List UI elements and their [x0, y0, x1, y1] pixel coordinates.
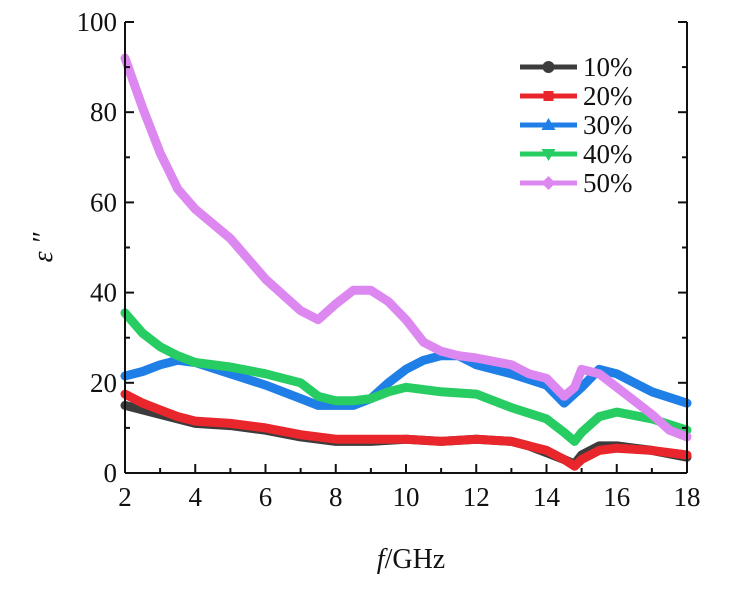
- legend: 10%20%30%40%50%: [520, 52, 633, 198]
- x-tick-label: 10: [393, 482, 420, 512]
- series-line-40pct: [120, 308, 692, 446]
- legend-label: 30%: [583, 110, 633, 140]
- y-tick-label: 100: [77, 7, 118, 37]
- series-line-50pct: [120, 53, 692, 442]
- legend-marker: [543, 91, 554, 101]
- x-axis-title-rest: /GHz: [385, 544, 446, 575]
- y-tick-label: 40: [90, 278, 117, 308]
- legend-item-10pct: 10%: [520, 52, 633, 82]
- legend-item-40pct: 40%: [520, 139, 633, 169]
- axes: 2 4 6 8 10 12 14 16 18 0 20 40 60 80 100: [77, 7, 701, 512]
- legend-item-50pct: 50%: [520, 168, 633, 198]
- legend-marker: [541, 176, 556, 190]
- legend-item-20pct: 20%: [520, 81, 633, 111]
- legend-marker: [542, 61, 555, 73]
- y-tick-label: 0: [104, 458, 118, 488]
- series-line-20pct: [120, 389, 692, 471]
- legend-marker: [541, 149, 556, 161]
- x-tick-label: 2: [118, 482, 132, 512]
- y-tick-label: 60: [90, 187, 117, 217]
- x-tick-label: 4: [189, 482, 203, 512]
- y-axis-title: ε ″: [28, 232, 59, 262]
- legend-label: 20%: [583, 81, 633, 111]
- y-tick-label: 80: [90, 97, 117, 127]
- legend-label: 40%: [583, 139, 633, 169]
- legend-label: 50%: [583, 168, 633, 198]
- plot-area: [120, 53, 692, 471]
- x-axis-title-italic: f: [377, 544, 388, 575]
- x-tick-label: 16: [603, 482, 630, 512]
- x-tick-label: 18: [674, 482, 701, 512]
- y-tick-label: 20: [90, 368, 117, 398]
- x-tick-label: 8: [329, 482, 343, 512]
- x-tick-label: 14: [533, 482, 561, 512]
- legend-label: 10%: [583, 52, 633, 82]
- x-tick-label: 12: [463, 482, 490, 512]
- x-axis-title: f/GHz: [377, 544, 445, 575]
- x-tick-label: 6: [259, 482, 273, 512]
- legend-item-30pct: 30%: [520, 110, 633, 140]
- legend-marker: [541, 118, 556, 130]
